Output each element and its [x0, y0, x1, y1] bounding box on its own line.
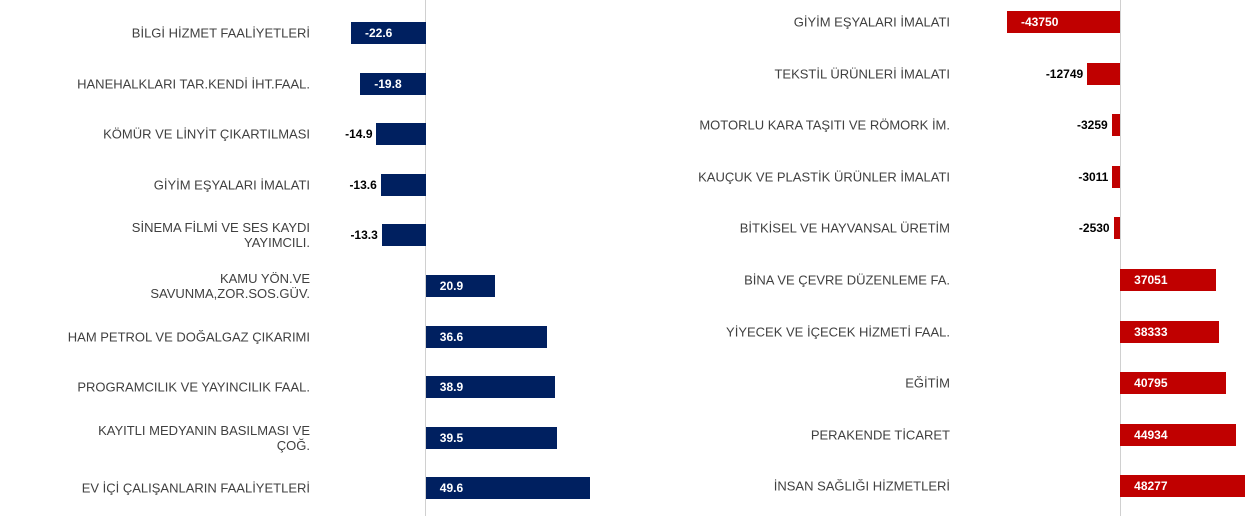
- category-label: KAUÇUK VE PLASTİK ÜRÜNLER İMALATI: [698, 169, 950, 185]
- category-label: EĞİTİM: [905, 375, 950, 391]
- bar: [380, 173, 426, 196]
- category-label: BİLGİ HİZMET FAALİYETLERİ: [131, 25, 310, 41]
- value-label: 44934: [1134, 427, 1168, 442]
- category-label: İNSAN SAĞLIĞI HİZMETLERİ: [773, 478, 950, 494]
- category-label: MOTORLU KARA TAŞITI VE RÖMORK İM.: [699, 117, 950, 133]
- value-label: -3259: [1077, 118, 1108, 133]
- value-label: 38333: [1134, 324, 1168, 339]
- category-label: KÖMÜR VE LİNYİT ÇIKARTILMASI: [103, 126, 310, 142]
- category-label: PROGRAMCILIK VE YAYINCILIK FAAL.: [77, 379, 310, 395]
- category-label: HAM PETROL VE DOĞALGAZ ÇIKARIMI: [67, 329, 310, 345]
- value-label: -13.6: [349, 177, 377, 192]
- bar: [1120, 269, 1216, 291]
- zero-axis: [425, 0, 427, 516]
- bar: [351, 22, 426, 44]
- category-label: TEKSTİL ÜRÜNLERİ İMALATI: [774, 66, 950, 82]
- value-label: -13.3: [350, 228, 378, 243]
- value-label: 39.5: [439, 430, 464, 445]
- value-label: 36.6: [439, 329, 464, 344]
- category-label: BİTKİSEL VE HAYVANSAL ÜRETİM: [739, 220, 950, 236]
- bar: [381, 224, 426, 247]
- bar: [1120, 475, 1245, 498]
- bar: [1120, 423, 1237, 446]
- bar: [425, 325, 547, 348]
- zero-axis: [1119, 0, 1121, 516]
- value-label: -19.8: [374, 76, 402, 91]
- bar: [425, 426, 557, 449]
- category-label: SİNEMA FİLMİ VE SES KAYDI YAYIMCILI.: [131, 220, 310, 251]
- value-label: -3011: [1078, 169, 1109, 184]
- value-label: -43750: [1021, 15, 1059, 29]
- value-label: -22.6: [365, 26, 393, 40]
- bar: [376, 123, 426, 146]
- bar: [1087, 62, 1121, 85]
- bar: [360, 72, 426, 95]
- category-label: KAYITLI MEDYANIN BASILMASI VE ÇOĞ.: [98, 422, 310, 453]
- value-label: 48277: [1134, 479, 1168, 494]
- bar: [1120, 372, 1226, 395]
- bar: [1007, 11, 1121, 33]
- category-label: BİNA VE ÇEVRE DÜZENLEME FA.: [744, 272, 950, 288]
- category-label: YİYECEK VE İÇECEK HİZMETİ FAAL.: [726, 324, 950, 340]
- category-label: GİYİM EŞYALARI İMALATI: [153, 177, 310, 193]
- value-label: -12749: [1045, 66, 1084, 81]
- category-label: HANEHALKLARI TAR.KENDİ İHT.FAAL.: [77, 76, 310, 92]
- bar: [1113, 217, 1121, 240]
- category-label: PERAKENDE TİCARET: [810, 427, 950, 443]
- bar: [425, 376, 555, 399]
- value-label: -2530: [1078, 221, 1110, 236]
- value-label: 20.9: [439, 279, 464, 293]
- bar: [425, 275, 495, 297]
- value-label: 40795: [1134, 376, 1168, 391]
- value-label: 38.9: [439, 380, 464, 395]
- category-label: GİYİM EŞYALARI İMALATI: [793, 14, 950, 30]
- bar: [1120, 320, 1220, 343]
- category-label: EV İÇİ ÇALIŞANLARIN FAALİYETLERİ: [81, 480, 310, 496]
- value-label: 37051: [1134, 273, 1168, 287]
- value-label: -14.9: [345, 127, 373, 142]
- bar: [1112, 165, 1121, 188]
- bar: [1111, 114, 1121, 137]
- value-label: 49.6: [439, 481, 464, 496]
- category-label: KAMU YÖN.VE SAVUNMA,ZOR.SOS.GÜV.: [150, 271, 310, 301]
- bar: [425, 477, 590, 500]
